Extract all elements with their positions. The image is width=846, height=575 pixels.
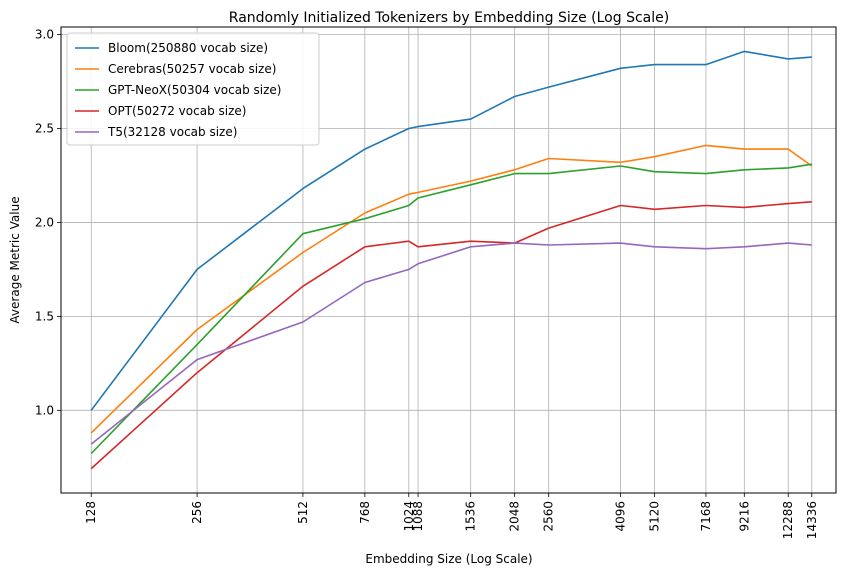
- series-line-t5: [90, 242, 812, 445]
- x-tick-label: 4096: [614, 501, 628, 532]
- x-tick-label: 768: [358, 501, 372, 524]
- x-tick-label: 256: [190, 501, 204, 524]
- legend-label: Bloom(250880 vocab size): [108, 41, 268, 55]
- legend-label: GPT-NeoX(50304 vocab size): [108, 83, 281, 97]
- y-axis-title: Average Metric Value: [8, 196, 22, 323]
- y-tick-label: 2.0: [35, 215, 54, 229]
- x-tick-label: 2560: [542, 501, 556, 532]
- chart-title: Randomly Initialized Tokenizers by Embed…: [229, 10, 669, 26]
- x-tick-label: 128: [84, 501, 98, 524]
- x-tick-label: 1536: [464, 501, 478, 532]
- series-line-bloom: [90, 50, 812, 411]
- y-tick-label: 2.5: [35, 121, 54, 135]
- legend-label: Cerebras(50257 vocab size): [108, 62, 276, 76]
- plot-frame: [60, 26, 837, 494]
- x-tick-label: 9216: [737, 501, 751, 532]
- x-tick-label: 512: [296, 501, 310, 524]
- x-tick-label: 7168: [699, 501, 713, 532]
- legend-label: T5(32128 vocab size): [107, 125, 237, 139]
- legend-box: [66, 32, 320, 146]
- series-line-opt: [90, 201, 812, 470]
- x-tick-label: 12288: [781, 501, 795, 539]
- y-tick-label: 3.0: [35, 28, 54, 42]
- y-tick-label: 1.0: [35, 403, 54, 417]
- x-tick-label: 1088: [411, 501, 425, 532]
- legend: Bloom(250880 vocab size) Cerebras(50257 v…: [66, 32, 320, 146]
- x-tick-label: 2048: [508, 501, 522, 532]
- series-line-gpt-neox: [90, 163, 812, 455]
- legend-label: OPT(50272 vocab size): [108, 104, 246, 118]
- y-tick-label: 1.5: [35, 309, 54, 323]
- x-tick-label: 5120: [648, 501, 662, 532]
- y-axis-ticks: 1.0 1.5 2.0 2.5 3.0: [35, 28, 61, 417]
- x-tick-label: 14336: [805, 501, 819, 539]
- x-tick-label: 1024: [402, 501, 416, 532]
- series-line-cerebras: [90, 144, 813, 434]
- series-lines: [90, 50, 813, 470]
- x-axis-title: Embedding Size (Log Scale): [365, 552, 532, 566]
